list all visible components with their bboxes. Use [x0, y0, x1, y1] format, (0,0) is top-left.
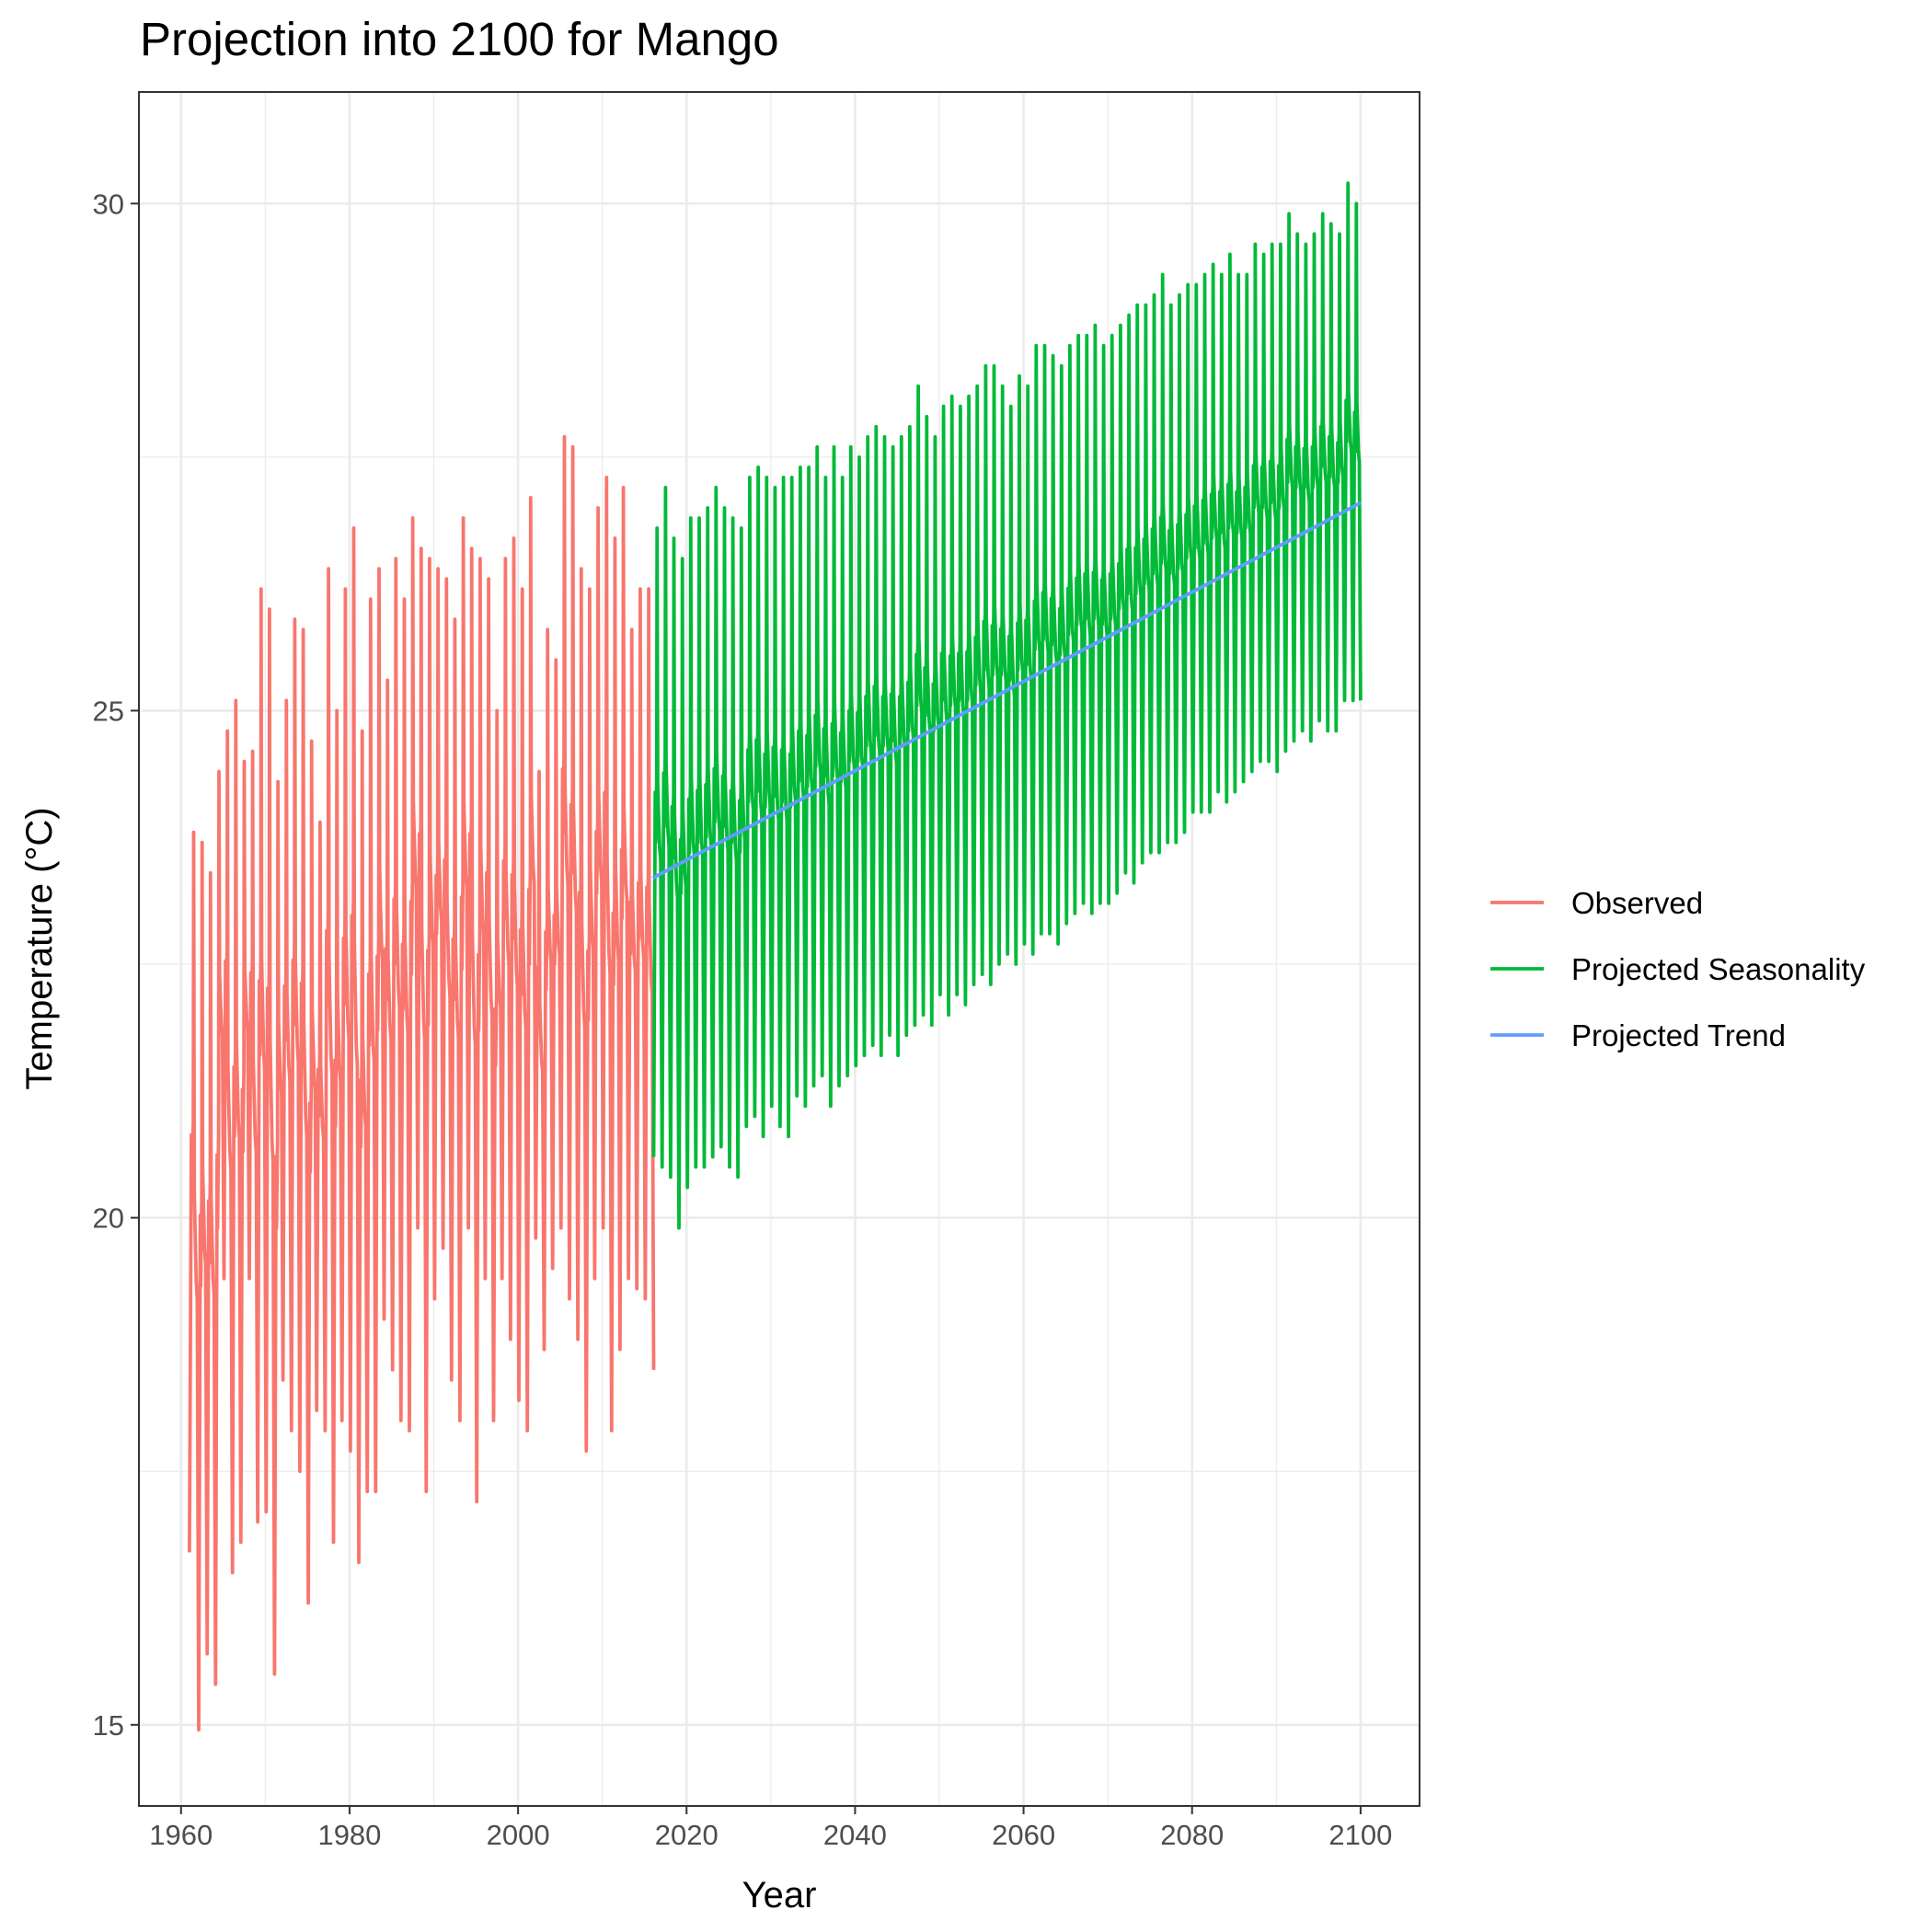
chart-title: Projection into 2100 for Mango — [140, 13, 779, 65]
x-tick-label: 1980 — [317, 1819, 381, 1851]
y-tick-label: 25 — [93, 695, 124, 727]
x-axis-title: Year — [742, 1875, 817, 1915]
legend-label-projected-trend: Projected Trend — [1571, 1018, 1786, 1052]
legend: Observed Projected Seasonality Projected T… — [1490, 886, 1866, 1052]
x-tick-label: 2000 — [487, 1819, 550, 1851]
x-tick-label: 2040 — [823, 1819, 887, 1851]
x-tick-label: 2080 — [1160, 1819, 1224, 1851]
y-tick-label: 30 — [93, 188, 124, 220]
y-tick-label: 20 — [93, 1202, 124, 1235]
series-layer — [188, 181, 1363, 1732]
x-tick-label: 2020 — [655, 1819, 719, 1851]
y-axis-title: Temperature (°C) — [19, 807, 60, 1089]
plot-panel-border — [138, 91, 1420, 1807]
x-tick-label: 2100 — [1328, 1819, 1392, 1851]
series-line-projected-trend — [651, 500, 1362, 880]
series-line-observed — [188, 434, 656, 1732]
legend-label-projected-seasonality: Projected Seasonality — [1571, 952, 1866, 986]
y-tick-label: 15 — [93, 1709, 124, 1742]
legend-label-observed: Observed — [1571, 886, 1703, 920]
series-line-projected-seasonality — [651, 181, 1363, 1230]
x-tick-label: 1960 — [149, 1819, 213, 1851]
x-tick-label: 2060 — [992, 1819, 1055, 1851]
axes: 1960 1980 2000 2020 2040 2060 2080 2100 15 20 25 30 — [93, 188, 1393, 1851]
